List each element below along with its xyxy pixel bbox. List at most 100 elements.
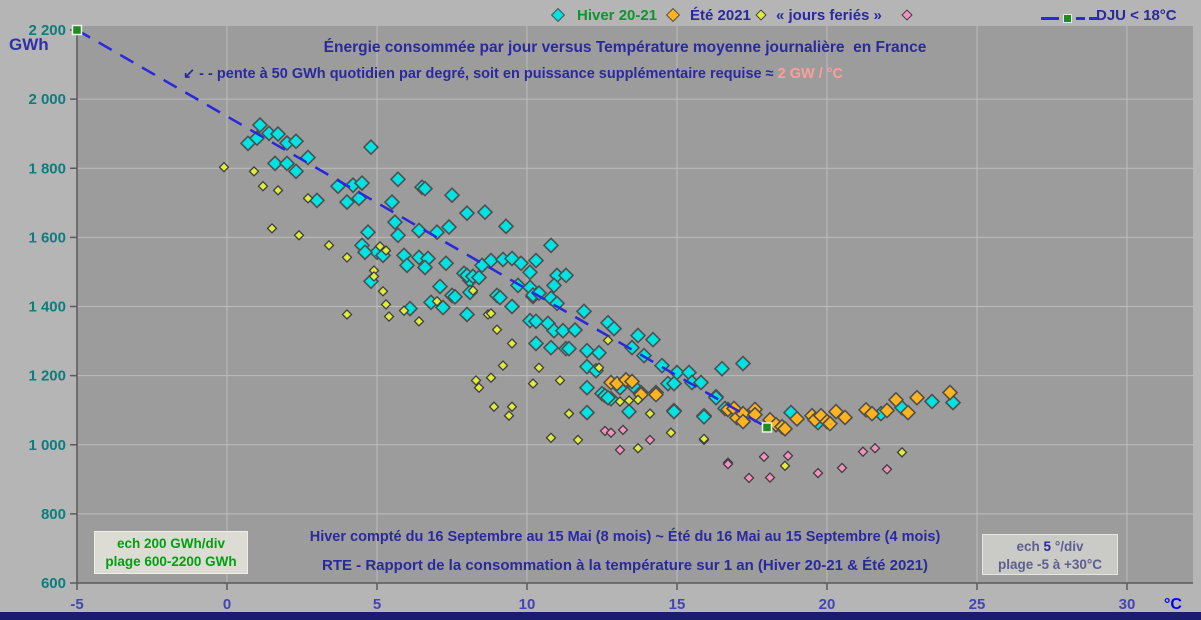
point-autres — [743, 472, 755, 484]
x-scale-box: ech 5 °/div plage -5 à +30°C — [982, 534, 1118, 575]
point-hiver — [527, 335, 545, 352]
point-hiver — [389, 171, 407, 188]
y-tick-label: 1 800 — [28, 160, 66, 177]
point-hiver — [527, 313, 545, 330]
point-hiver — [557, 267, 575, 284]
point-hiver — [443, 187, 461, 204]
point-ete — [734, 413, 752, 430]
point-hiver — [458, 306, 476, 323]
point-hiver — [521, 264, 539, 281]
point-feries — [323, 239, 335, 251]
point-feries — [545, 432, 557, 444]
point-feries — [380, 299, 392, 310]
point-hiver — [665, 403, 683, 420]
point-hiver — [653, 357, 671, 374]
point-hiver — [416, 180, 434, 197]
point-autres — [617, 424, 629, 436]
point-hiver — [542, 237, 560, 254]
point-feries — [341, 309, 353, 320]
legend-label-dju: DJU < 18°C — [1096, 7, 1177, 24]
y-axis-unit: GWh — [9, 35, 49, 54]
x-tick-label: 30 — [1119, 596, 1136, 613]
point-ete — [623, 373, 641, 390]
point-hiver — [566, 321, 584, 339]
point-hiver — [491, 289, 509, 306]
dju-endpoint-marker — [71, 24, 83, 36]
point-feries — [491, 324, 503, 336]
slope-annotation: ↙ - - pente à 50 GWh quotidien par degré… — [183, 66, 843, 82]
point-ete — [821, 415, 839, 432]
point-feries — [503, 410, 515, 422]
y-tick-label: 2 000 — [28, 91, 66, 108]
point-hiver — [338, 193, 356, 211]
legend-label-ete: Été 2021 — [690, 7, 751, 24]
point-feries — [266, 222, 278, 234]
point-autres — [605, 427, 617, 439]
point-hiver — [251, 116, 269, 134]
point-hiver — [503, 298, 521, 315]
point-hiver — [713, 360, 731, 377]
point-hiver — [542, 339, 560, 356]
x-tick-label: 25 — [969, 596, 986, 613]
point-hiver — [410, 222, 428, 239]
x-tick-label: 20 — [819, 596, 836, 613]
y-scale-line1: ech 200 GWh/div — [116, 536, 226, 551]
x-scale-line2: plage -5 à +30°C — [997, 557, 1103, 572]
point-feries — [593, 362, 605, 374]
point-hiver — [512, 255, 530, 272]
point-feries — [398, 305, 410, 317]
point-hiver — [695, 408, 713, 425]
point-feries — [506, 338, 518, 349]
point-hiver — [386, 214, 404, 231]
point-hiver — [575, 303, 593, 320]
point-feries — [554, 375, 566, 386]
point-hiver — [578, 358, 596, 375]
point-feries — [497, 360, 509, 372]
point-hiver — [278, 155, 296, 172]
point-hiver — [470, 269, 488, 286]
point-feries — [572, 434, 584, 446]
point-feries — [614, 396, 626, 407]
point-hiver — [644, 331, 662, 348]
point-hiver — [428, 224, 446, 241]
point-hiver — [287, 163, 305, 180]
point-hiver — [383, 193, 401, 211]
point-autres — [857, 446, 869, 458]
point-feries — [368, 271, 380, 282]
point-feries — [632, 442, 644, 454]
point-ete — [863, 405, 881, 422]
point-ete — [899, 404, 917, 421]
point-feries — [506, 401, 518, 413]
plot-area — [77, 26, 1193, 583]
point-ete — [878, 402, 896, 419]
point-feries — [779, 460, 791, 472]
point-feries — [488, 401, 500, 413]
point-feries — [377, 285, 389, 297]
point-autres — [782, 450, 794, 462]
footer-period-note: Hiver compté du 16 Septembre au 15 Mai (… — [309, 529, 941, 545]
point-hiver — [389, 227, 407, 244]
point-hiver — [620, 403, 638, 420]
point-feries — [431, 295, 443, 307]
point-autres — [881, 463, 893, 475]
y-scale-box: ech 200 GWh/div plage 600-2200 GWh — [94, 531, 248, 574]
point-hiver — [578, 379, 596, 396]
point-feries — [467, 285, 479, 297]
point-feries — [563, 408, 575, 420]
legend-label-hiver: Hiver 20-21 — [577, 7, 658, 24]
x-tick-label: 10 — [519, 596, 536, 613]
point-hiver — [578, 404, 596, 421]
y-scale-line2: plage 600-2200 GWh — [105, 554, 237, 569]
point-autres — [722, 458, 734, 470]
point-autres — [812, 467, 824, 479]
point-hiver — [923, 393, 941, 410]
point-autres — [764, 472, 776, 484]
point-feries — [380, 245, 392, 256]
y-tick-label: 1 600 — [28, 229, 66, 246]
point-feries — [632, 394, 644, 406]
point-hiver — [476, 204, 494, 221]
point-hiver — [416, 259, 434, 276]
point-hiver — [590, 344, 608, 361]
point-hiver — [269, 125, 287, 143]
